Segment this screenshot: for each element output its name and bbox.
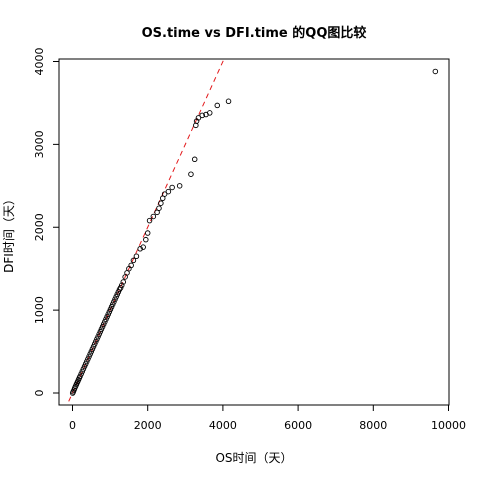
x-axis: 0 2000 4000 6000 8000 10000: [69, 405, 466, 432]
qq-point: [140, 244, 146, 250]
chart-title: OS.time vs DFI.time 的QQ图比较: [142, 25, 367, 41]
y-axis: 0 1000 2000 3000 4000: [33, 48, 59, 397]
qq-point: [161, 191, 168, 197]
y-tick-label: 2000: [33, 213, 46, 241]
y-tick-label: 0: [33, 390, 46, 397]
x-tick-label: 6000: [284, 419, 312, 432]
qq-point: [144, 230, 151, 236]
qq-point: [165, 188, 172, 195]
qq-point: [143, 236, 149, 243]
qq-point: [119, 282, 125, 289]
qq-point: [158, 200, 164, 206]
qq-point: [191, 156, 198, 163]
qq-point: [188, 171, 194, 177]
qq-point: [206, 110, 213, 116]
x-tick-label: 2000: [134, 419, 162, 432]
x-tick-label: 0: [69, 419, 76, 432]
qq-point: [214, 102, 221, 109]
qq-point: [133, 253, 140, 260]
qq-point: [199, 112, 205, 119]
qq-point: [176, 183, 183, 189]
qq-point: [195, 115, 202, 121]
y-tick-label: 1000: [33, 296, 46, 324]
qq-point: [137, 246, 143, 252]
points-layer: [69, 68, 439, 396]
qq-point: [146, 217, 153, 224]
qq-point: [120, 279, 127, 285]
x-tick-label: 8000: [359, 419, 387, 432]
qq-point: [150, 213, 157, 220]
plot-frame: [58, 58, 450, 406]
qq-point: [432, 68, 439, 75]
qq-point: [130, 257, 137, 264]
qq-point: [225, 98, 232, 105]
x-axis-title: OS时间（天）: [215, 451, 292, 465]
y-axis-title: DFI时间（天）: [2, 193, 16, 273]
qq-point: [128, 262, 134, 269]
x-tick-label: 10000: [431, 419, 466, 432]
x-tick-label: 4000: [209, 419, 237, 432]
qq-point: [169, 184, 175, 191]
y-tick-label: 4000: [33, 48, 46, 76]
qq-point: [156, 205, 162, 211]
y-tick-label: 3000: [33, 130, 46, 158]
